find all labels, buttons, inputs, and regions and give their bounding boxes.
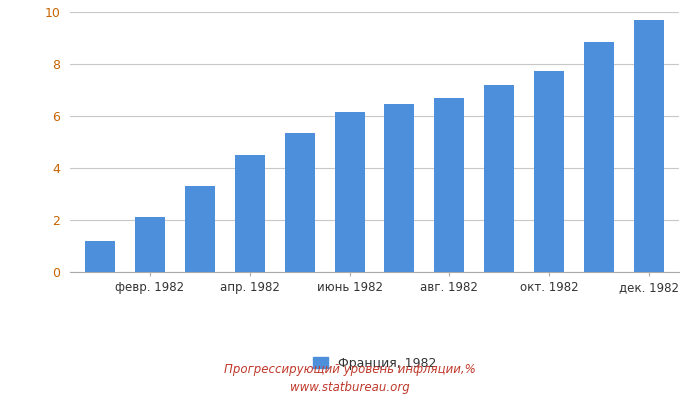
Bar [534, 70, 564, 272]
Text: Прогрессирующий уровень инфляции,%: Прогрессирующий уровень инфляции,% [224, 364, 476, 376]
Bar [85, 241, 115, 272]
Bar [484, 85, 514, 272]
Bar [234, 155, 265, 272]
Bar [584, 42, 614, 272]
Legend: Франция, 1982: Франция, 1982 [308, 352, 441, 375]
Bar [185, 186, 215, 272]
Bar [384, 104, 414, 272]
Bar [435, 98, 464, 272]
Bar [135, 217, 164, 272]
Bar [335, 112, 365, 272]
Text: www.statbureau.org: www.statbureau.org [290, 382, 410, 394]
Bar [285, 133, 314, 272]
Bar [634, 20, 664, 272]
